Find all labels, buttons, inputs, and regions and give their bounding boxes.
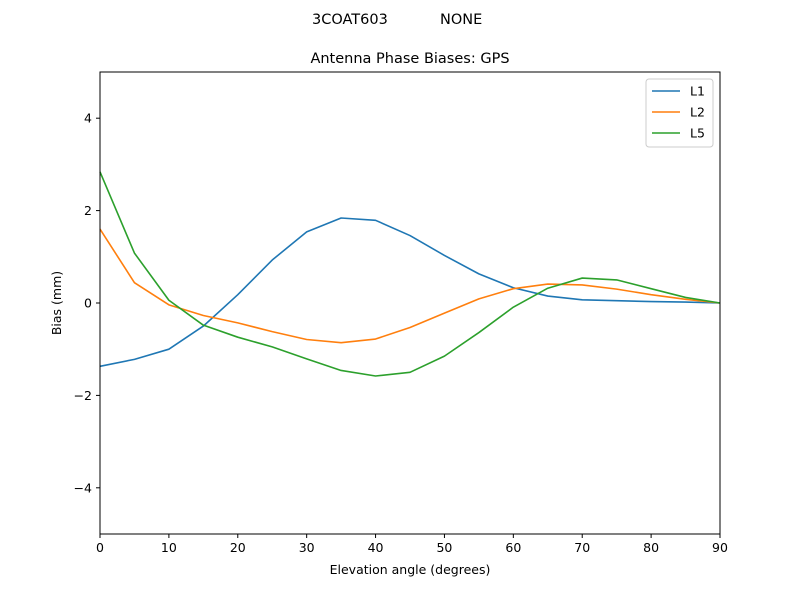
- legend-box: [645, 78, 714, 148]
- legend-label-l5: L5: [690, 126, 705, 141]
- x-tick-label: 80: [643, 540, 659, 555]
- chart-title: Antenna Phase Biases: GPS: [310, 51, 509, 67]
- series-line-l5: [99, 171, 721, 377]
- y-tick-label: −4: [74, 480, 92, 495]
- legend-label-l2: L2: [690, 105, 705, 120]
- y-axis-label: Bias (mm): [49, 271, 64, 335]
- x-tick-label: 0: [96, 540, 104, 555]
- y-tick-label: −2: [74, 388, 92, 403]
- x-tick-label: 20: [230, 540, 246, 555]
- figure-suptitle-radome: NONE: [440, 12, 482, 28]
- series-line-l2: [99, 228, 721, 344]
- x-tick-label: 10: [161, 540, 177, 555]
- x-tick-label: 40: [368, 540, 384, 555]
- legend-label-l1: L1: [690, 84, 705, 99]
- x-tick-label: 60: [505, 540, 521, 555]
- x-axis-label: Elevation angle (degrees): [330, 562, 491, 577]
- y-tick-label: 4: [84, 111, 92, 126]
- legend: L1 L2 L5: [645, 78, 714, 148]
- x-tick-label: 30: [299, 540, 315, 555]
- x-tick-label: 50: [436, 540, 452, 555]
- series-line-l1: [99, 217, 721, 368]
- x-axis-ticks: 0 10 20 30 40 50 60 70 80 90: [96, 534, 728, 555]
- y-axis-ticks: −4 −2 0 2 4: [74, 111, 100, 495]
- x-tick-label: 90: [712, 540, 728, 555]
- x-tick-label: 70: [574, 540, 590, 555]
- figure-suptitle-antenna: 3COAT603: [312, 12, 388, 28]
- y-tick-label: 0: [84, 296, 92, 311]
- y-tick-label: 2: [84, 203, 92, 218]
- plot-area: [99, 171, 721, 377]
